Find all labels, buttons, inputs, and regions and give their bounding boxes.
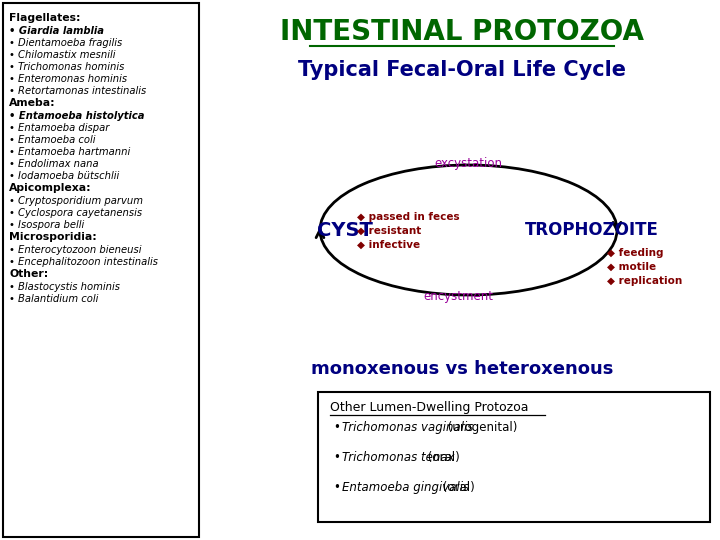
Text: ◆ resistant: ◆ resistant bbox=[357, 226, 421, 236]
Text: • Iodamoeba bütschlii: • Iodamoeba bütschlii bbox=[9, 171, 120, 181]
Text: • Trichomonas hominis: • Trichomonas hominis bbox=[9, 62, 125, 72]
Text: (oral): (oral) bbox=[425, 451, 460, 464]
Text: • Enterocytozoon bieneusi: • Enterocytozoon bieneusi bbox=[9, 245, 142, 255]
Text: Typical Fecal-Oral Life Cycle: Typical Fecal-Oral Life Cycle bbox=[298, 60, 626, 80]
Text: Apicomplexa:: Apicomplexa: bbox=[9, 183, 91, 193]
Text: Trichomonas vaginalis: Trichomonas vaginalis bbox=[342, 421, 473, 434]
Text: ◆ feeding: ◆ feeding bbox=[607, 248, 664, 258]
Text: INTESTINAL PROTOZOA: INTESTINAL PROTOZOA bbox=[280, 18, 644, 46]
Text: ◆ passed in feces: ◆ passed in feces bbox=[357, 212, 459, 222]
Text: •: • bbox=[333, 451, 340, 464]
Text: Entamoeba gingivalis: Entamoeba gingivalis bbox=[342, 481, 469, 494]
Text: Other Lumen-Dwelling Protozoa: Other Lumen-Dwelling Protozoa bbox=[330, 401, 528, 414]
Text: excystation: excystation bbox=[434, 157, 503, 170]
Text: Flagellates:: Flagellates: bbox=[9, 13, 81, 23]
Text: encystment: encystment bbox=[423, 290, 493, 303]
Text: •: • bbox=[333, 481, 340, 494]
Bar bbox=[318, 392, 710, 522]
Text: Trichomonas tenax: Trichomonas tenax bbox=[342, 451, 454, 464]
Text: • Retortamonas intestinalis: • Retortamonas intestinalis bbox=[9, 86, 146, 96]
Text: CYST: CYST bbox=[317, 220, 373, 240]
Text: Microsporidia:: Microsporidia: bbox=[9, 232, 96, 242]
Text: • Cryptosporidium parvum: • Cryptosporidium parvum bbox=[9, 196, 143, 206]
Text: • Entamoeba coli: • Entamoeba coli bbox=[9, 135, 96, 145]
Text: ◆ replication: ◆ replication bbox=[607, 276, 683, 286]
Text: Other:: Other: bbox=[9, 269, 48, 279]
Text: • Giardia lamblia: • Giardia lamblia bbox=[9, 26, 104, 36]
Text: • Enteromonas hominis: • Enteromonas hominis bbox=[9, 74, 127, 84]
Text: TROPHOZOITE: TROPHOZOITE bbox=[525, 221, 659, 239]
Text: Ameba:: Ameba: bbox=[9, 98, 55, 108]
Text: monoxenous vs heteroxenous: monoxenous vs heteroxenous bbox=[311, 360, 613, 378]
Text: • Cyclospora cayetanensis: • Cyclospora cayetanensis bbox=[9, 208, 142, 218]
Text: ◆ motile: ◆ motile bbox=[607, 262, 656, 272]
Text: • Balantidium coli: • Balantidium coli bbox=[9, 294, 99, 304]
Text: • Dientamoeba fragilis: • Dientamoeba fragilis bbox=[9, 38, 122, 48]
Text: •: • bbox=[333, 421, 340, 434]
Bar bbox=[3, 3, 199, 537]
Text: • Entamoeba dispar: • Entamoeba dispar bbox=[9, 123, 109, 133]
Text: • Entamoeba hartmanni: • Entamoeba hartmanni bbox=[9, 147, 130, 157]
Text: ◆ infective: ◆ infective bbox=[357, 240, 420, 250]
Text: • Blastocystis hominis: • Blastocystis hominis bbox=[9, 282, 120, 292]
Text: • Entamoeba histolytica: • Entamoeba histolytica bbox=[9, 111, 145, 121]
Text: • Chilomastix mesnili: • Chilomastix mesnili bbox=[9, 50, 115, 60]
Text: • Isospora belli: • Isospora belli bbox=[9, 220, 84, 230]
Text: (urogenital): (urogenital) bbox=[444, 421, 517, 434]
Text: • Endolimax nana: • Endolimax nana bbox=[9, 159, 99, 169]
Text: (oral): (oral) bbox=[439, 481, 474, 494]
Text: • Encephalitozoon intestinalis: • Encephalitozoon intestinalis bbox=[9, 257, 158, 267]
